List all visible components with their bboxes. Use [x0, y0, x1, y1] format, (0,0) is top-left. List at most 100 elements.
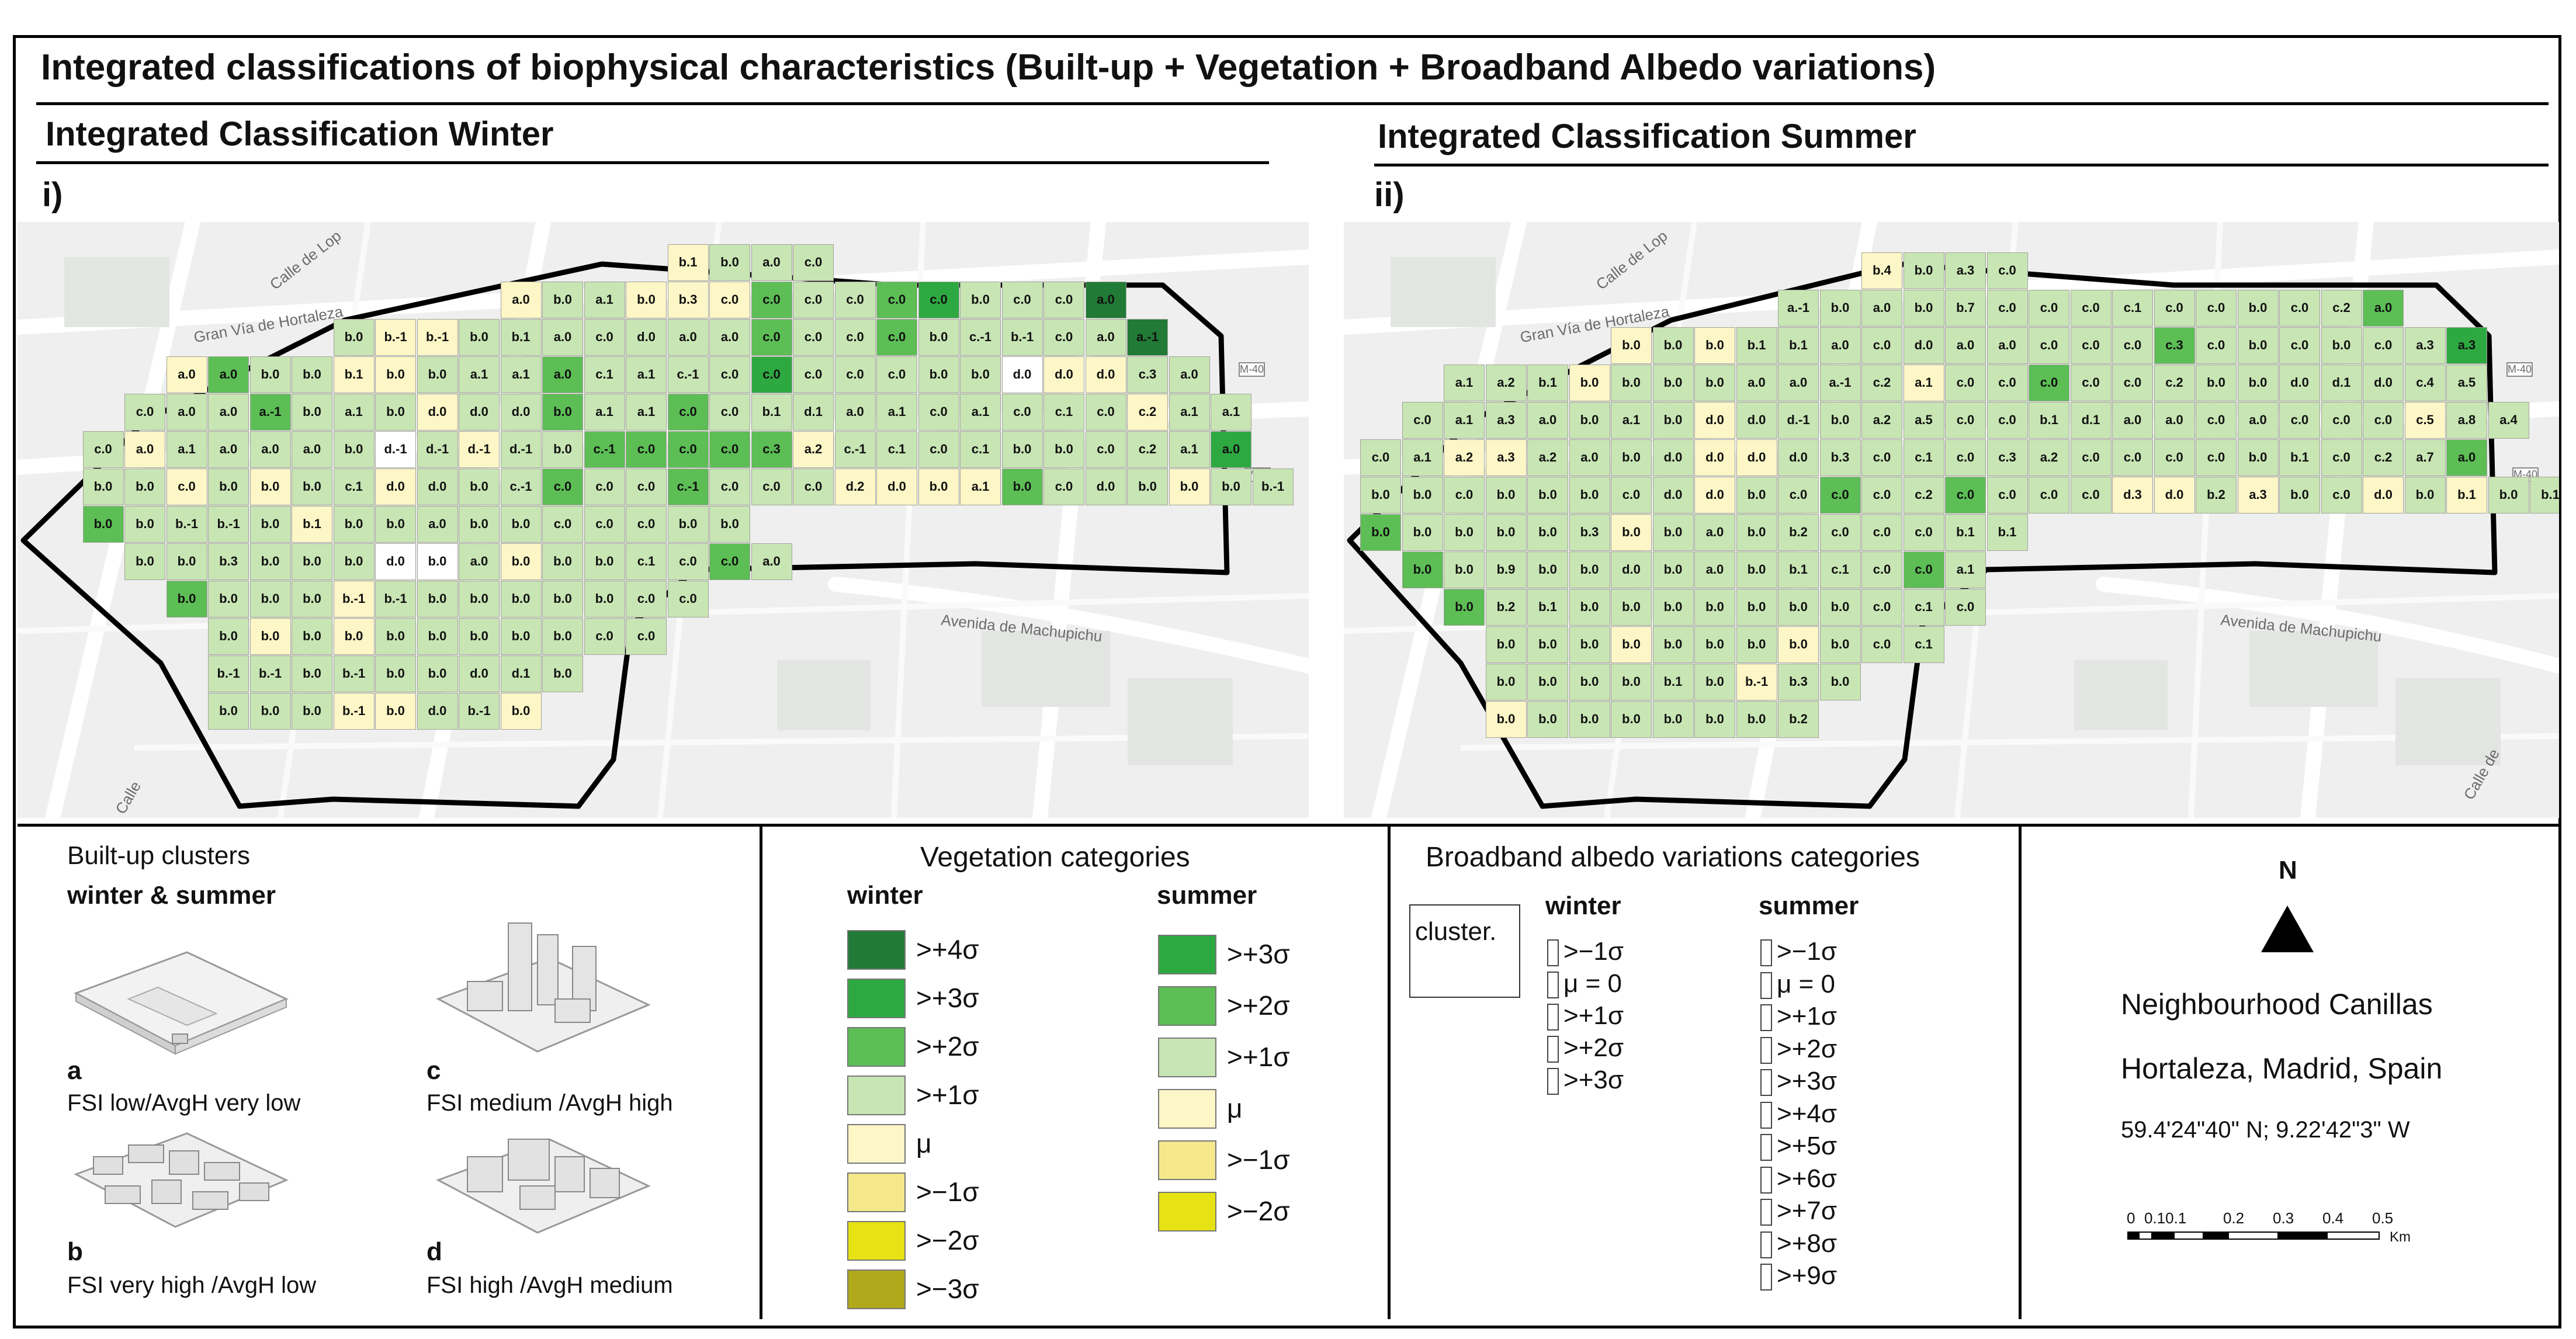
- summer-grid-cell: b.0: [1652, 589, 1694, 626]
- winter-map[interactable]: Calle de Lop Gran Vía de Hortaleza Aveni…: [18, 222, 1309, 818]
- cluster-b-letter: b: [67, 1237, 83, 1266]
- cluster-a-text: FSI low/AvgH very low: [67, 1090, 301, 1116]
- winter-grid-cell: b.0: [292, 356, 332, 393]
- cluster-d-text: FSI high /AvgH medium: [427, 1272, 673, 1298]
- veg-winter-swatch: [847, 1269, 906, 1309]
- summer-grid-cell: a.0: [1694, 551, 1735, 588]
- figure-title: Integrated classifications of biophysica…: [41, 47, 1936, 88]
- summer-grid-cell: a.0: [1569, 439, 1610, 476]
- summer-grid-cell: b.0: [1402, 514, 1443, 551]
- winter-grid-cell: c.-1: [834, 431, 876, 468]
- summer-grid-cell: b.0: [1652, 365, 1694, 401]
- winter-grid-cell: c.0: [876, 319, 917, 356]
- scale-tick-5: 0.5: [2372, 1209, 2394, 1227]
- north-label: N: [2279, 856, 2297, 884]
- winter-grid-cell: d.0: [500, 394, 542, 431]
- winter-grid-cell: a.0: [1085, 282, 1126, 318]
- summer-grid-cell: b.1: [2029, 402, 2069, 439]
- winter-grid-cell: b.0: [124, 543, 165, 580]
- alb-winter-box: [1547, 972, 1559, 998]
- scale-tick-2: 0.2: [2223, 1209, 2245, 1227]
- summer-grid-cell: c.0: [2070, 477, 2112, 514]
- veg-winter-label: >+1σ: [916, 1080, 979, 1110]
- summer-grid-cell: c.0: [1986, 252, 2028, 289]
- scale-tick-3: 0.3: [2273, 1209, 2294, 1227]
- summer-grid-cell: b.0: [1903, 252, 1944, 289]
- summer-grid-cell: a.0: [1986, 327, 2028, 364]
- winter-grid-cell: a.0: [834, 394, 876, 431]
- summer-grid-cell: b.0: [1444, 551, 1485, 588]
- winter-grid-cell: b.-1: [249, 655, 291, 692]
- cluster-a-image: [74, 951, 289, 1055]
- winter-grid-cell: a.1: [166, 431, 207, 468]
- winter-grid-cell: a.1: [584, 282, 625, 318]
- alb-summer-box: [1760, 1036, 1772, 1064]
- summer-grid-cell: c.0: [2029, 327, 2069, 364]
- summer-grid-cell: b.0: [1527, 477, 1568, 514]
- winter-grid-cell: b.0: [459, 469, 500, 505]
- winter-grid-cell: b.-1: [1001, 319, 1043, 356]
- winter-grid-cell: c.0: [918, 282, 959, 318]
- summer-grid-cell: b.0: [1360, 514, 1401, 551]
- summer-grid-cell: a.2: [2029, 439, 2069, 476]
- winter-grid-cell: b.0: [459, 319, 500, 356]
- winter-grid-cell: c.0: [584, 618, 625, 655]
- alb-winter-label: >+1σ: [1563, 1001, 1624, 1030]
- veg-summer-swatch: [1158, 1192, 1216, 1232]
- winter-grid-cell: b.0: [542, 581, 583, 618]
- alb-summer-box: [1760, 1199, 1772, 1226]
- winter-grid-cell: c.-1: [960, 319, 1001, 356]
- winter-grid-cell: c.0: [1001, 394, 1043, 431]
- summer-grid-cell: b.0: [1652, 626, 1694, 663]
- cluster-b-text: FSI very high /AvgH low: [67, 1272, 317, 1298]
- winter-grid-cell: c.0: [751, 282, 792, 318]
- winter-grid-cell: b.-1: [375, 581, 416, 618]
- winter-grid-cell: b.0: [166, 581, 207, 618]
- summer-panel-label: ii): [1374, 176, 1405, 214]
- winter-grid-cell: b.0: [82, 506, 124, 543]
- legend-divider-3: [2019, 824, 2022, 1319]
- winter-grid-cell: b.0: [1211, 469, 1251, 505]
- winter-grid-cell: b.0: [542, 543, 583, 580]
- winter-grid-cell: a.0: [542, 319, 583, 356]
- summer-grid-cell: a.0: [1778, 365, 1819, 401]
- summer-grid-cell: c.0: [1986, 290, 2028, 327]
- winter-grid-cell: c.0: [918, 431, 959, 468]
- winter-grid-cell: b.0: [417, 581, 458, 618]
- summer-grid-cell: c.0: [2112, 365, 2153, 401]
- winter-grid-cell: b.0: [500, 506, 542, 543]
- winter-grid-cell: b.0: [459, 506, 500, 543]
- winter-grid-cell: b.0: [249, 581, 291, 618]
- summer-grid-cell: b.1: [2446, 477, 2487, 514]
- winter-grid-cell: a.1: [960, 469, 1001, 505]
- summer-grid-cell: c.0: [1945, 365, 1986, 401]
- winter-grid-cell: b.0: [208, 581, 249, 618]
- winter-grid-cell: c.0: [124, 394, 165, 431]
- vegetation-summer-heading: summer: [1157, 881, 1257, 910]
- neighbourhood-name: Neighbourhood Canillas: [2121, 988, 2433, 1021]
- summer-grid-cell: b.0: [1778, 589, 1819, 626]
- winter-grid-cell: c.1: [584, 356, 625, 393]
- summer-grid-cell: b.0: [1736, 514, 1777, 551]
- winter-grid-cell: b.0: [1043, 431, 1084, 468]
- summer-grid-cell: b.0: [1778, 626, 1819, 663]
- winter-grid-cell: b.0: [417, 618, 458, 655]
- cluster-c-text: FSI medium /AvgH high: [427, 1090, 673, 1116]
- summer-grid-cell: b.0: [1444, 589, 1485, 626]
- summer-grid-cell: b.0: [1569, 365, 1610, 401]
- summer-grid-cell: c.0: [2279, 290, 2320, 327]
- summer-grid-cell: d.0: [1694, 439, 1735, 476]
- summer-grid-cell: b.0: [1903, 290, 1944, 327]
- summer-map[interactable]: Calle de Lop Gran Vía de Hortaleza Aveni…: [1344, 222, 2559, 818]
- summer-grid-cell: b.0: [1652, 327, 1694, 364]
- summer-grid-cell: b.0: [1611, 626, 1652, 663]
- summer-grid-cell: b.0: [1611, 365, 1652, 401]
- veg-winter-label: μ: [916, 1128, 932, 1158]
- winter-grid-cell: c.1: [960, 431, 1001, 468]
- summer-grid-cell: a.0: [2154, 402, 2195, 439]
- winter-grid-cell: a.1: [459, 356, 500, 393]
- winter-grid-cell: c.-1: [584, 431, 625, 468]
- winter-grid-cell: c.0: [834, 282, 876, 318]
- summer-grid-cell: b.0: [1819, 626, 1861, 663]
- veg-summer-label: >−1σ: [1227, 1144, 1290, 1175]
